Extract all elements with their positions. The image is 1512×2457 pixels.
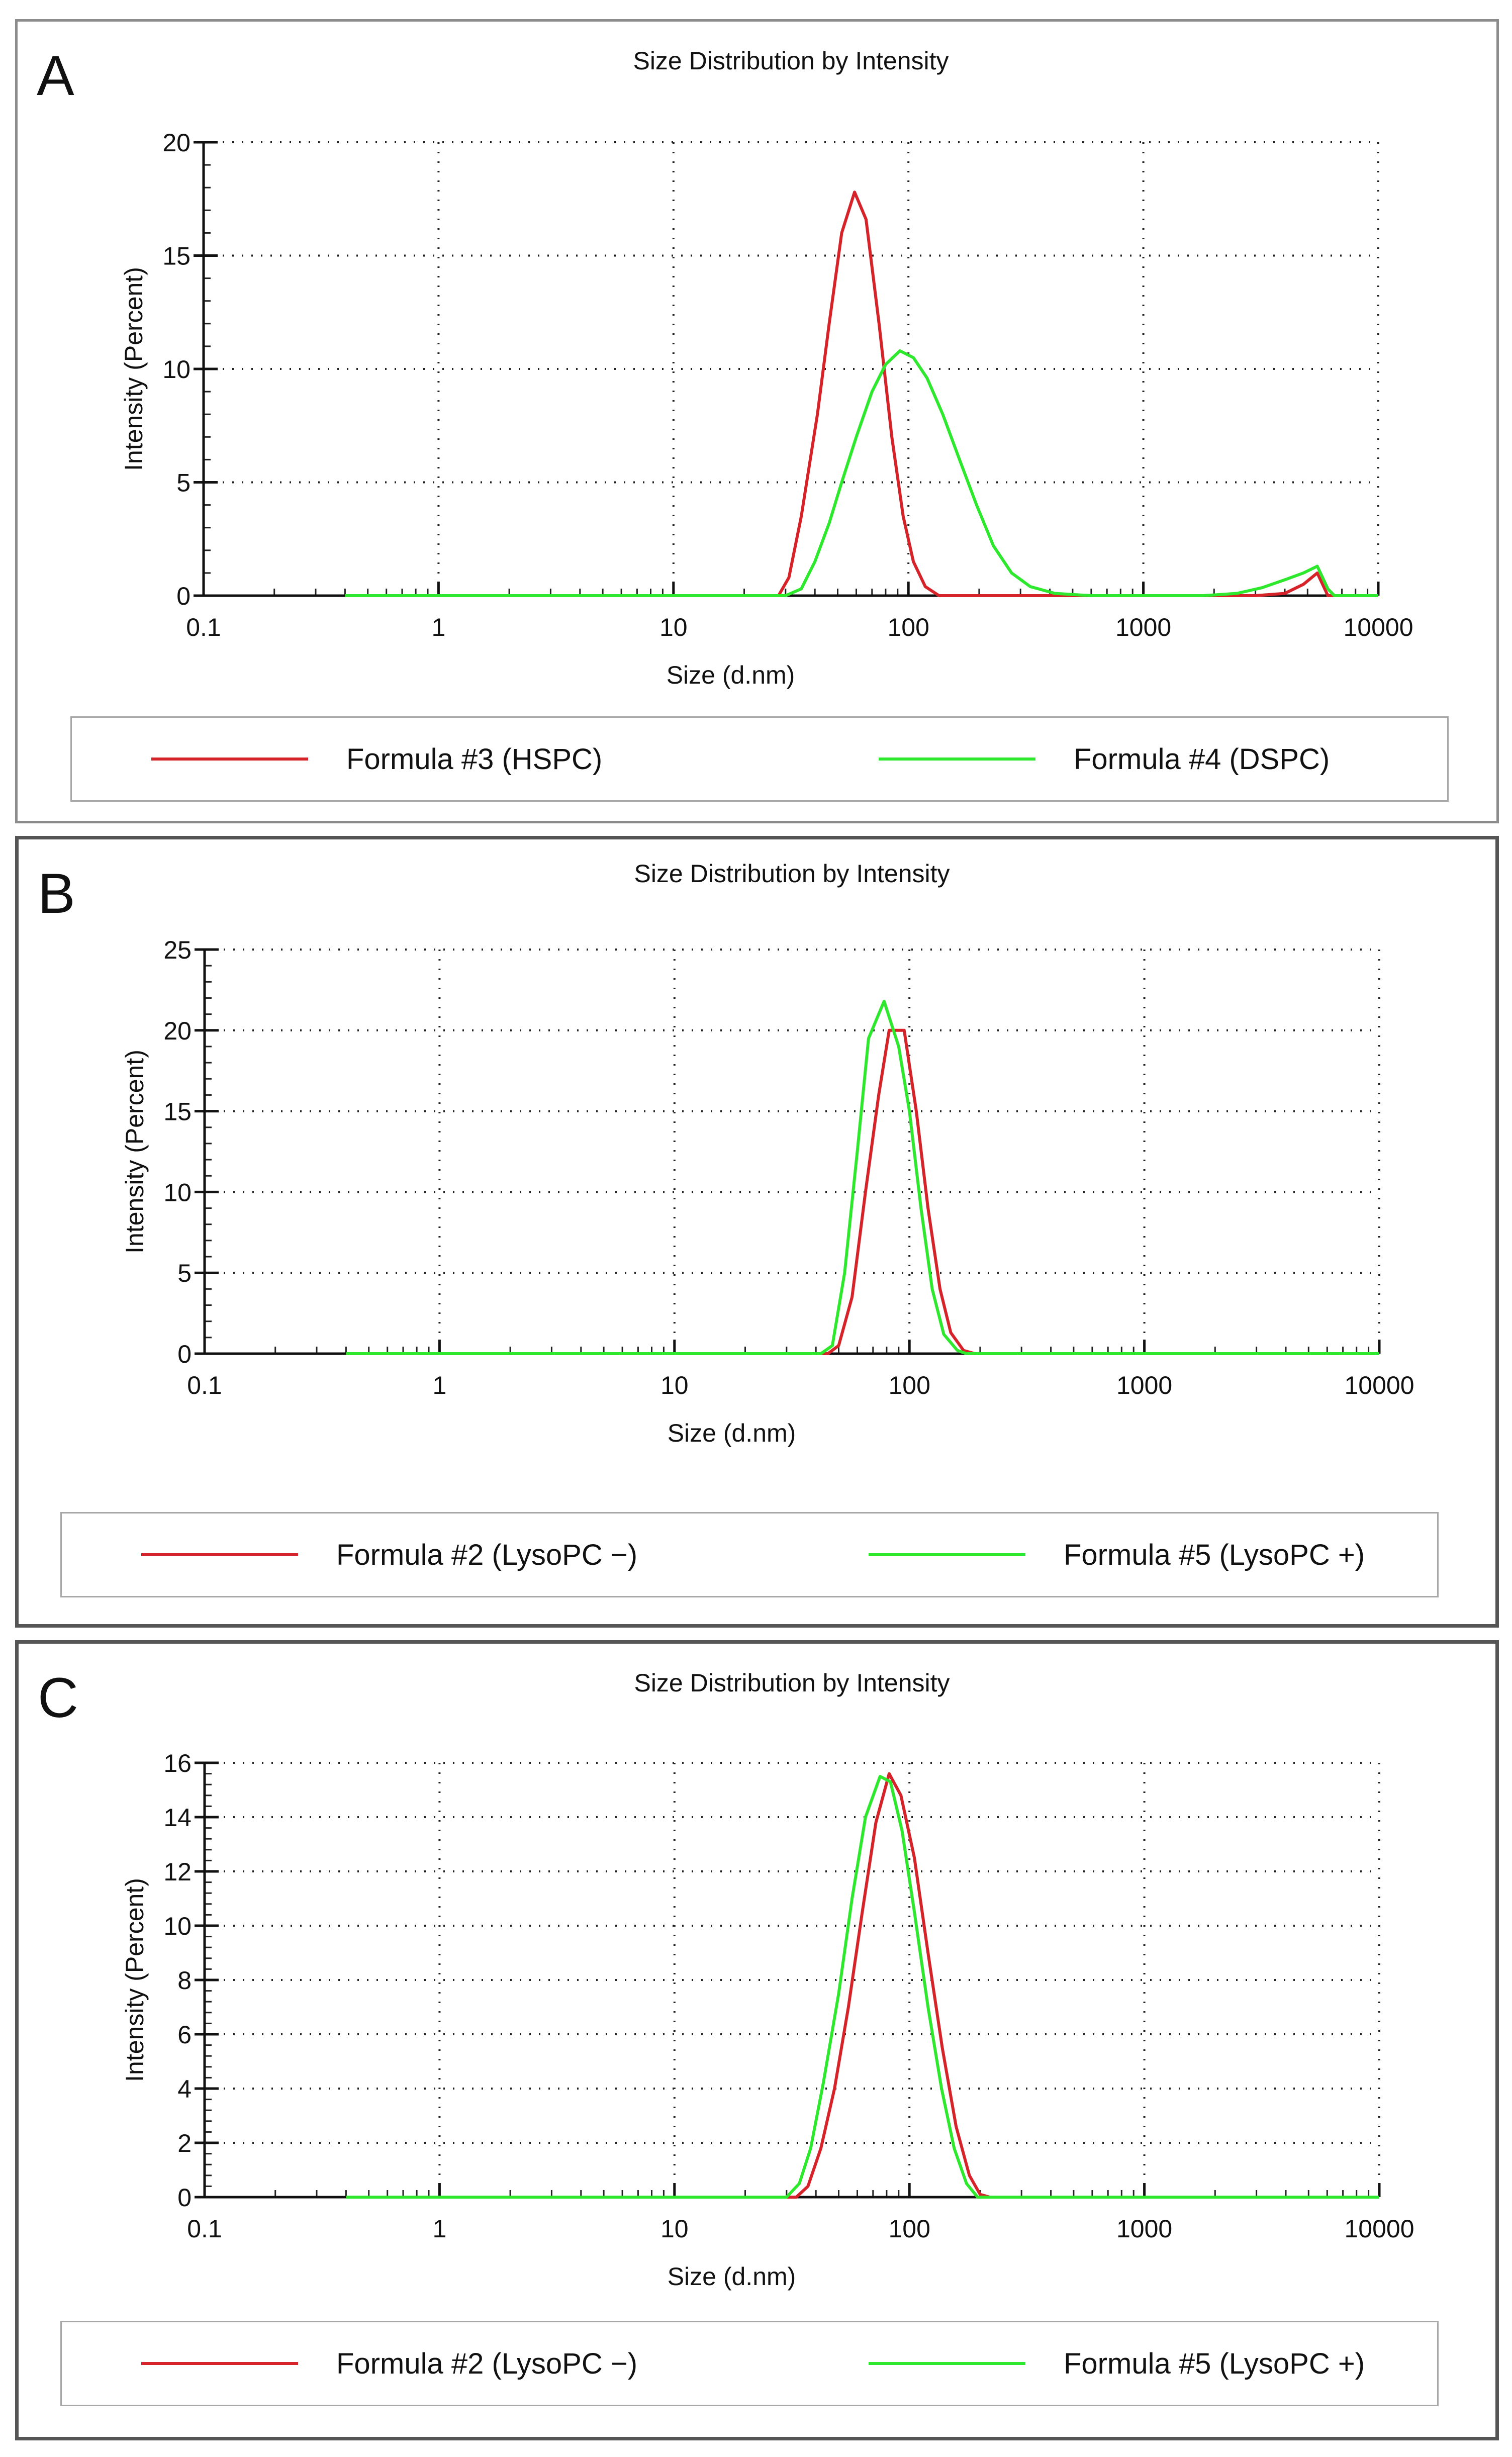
x-tick-label: 100	[888, 1371, 930, 1399]
x-tick-label: 10	[660, 2215, 689, 2243]
x-axis-label: Size (d.nm)	[668, 2262, 796, 2291]
y-axis-label: Intensity (Percent)	[120, 267, 148, 471]
legend-label: Formula #4 (DSPC)	[1074, 742, 1330, 776]
x-tick-label: 10	[660, 1371, 689, 1399]
y-tick-label: 25	[163, 936, 192, 964]
legend-label: Formula #5 (LysoPC +)	[1064, 1538, 1365, 1571]
panel-letter-c: C	[38, 1666, 78, 1729]
series-line	[346, 1028, 1379, 1355]
y-tick-label: 20	[163, 1017, 192, 1045]
legend-item-formula-5: Formula #5 (LysoPC +)	[869, 2322, 1365, 2405]
legend-item-formula-2: Formula #2 (LysoPC −)	[141, 1514, 637, 1596]
x-tick-label: 0.1	[186, 613, 221, 641]
series-line	[346, 1775, 1379, 2199]
chart-title: Size Distribution by Intensity	[634, 1669, 950, 1697]
panel-letter-a: A	[37, 44, 74, 107]
legend-item-formula-4: Formula #4 (DSPC)	[879, 718, 1330, 800]
y-tick-label: 14	[163, 1804, 192, 1832]
chart-title: Size Distribution by Intensity	[634, 860, 950, 888]
y-tick-label: 8	[177, 1966, 192, 1995]
y-tick-label: 16	[163, 1749, 192, 1777]
x-tick-label: 1000	[1116, 2215, 1172, 2243]
x-tick-label: 10	[659, 613, 688, 641]
y-tick-label: 10	[162, 355, 191, 384]
y-axis-label: Intensity (Percent)	[121, 1050, 149, 1254]
x-tick-label: 0.1	[187, 2215, 222, 2243]
legend-item-formula-2: Formula #2 (LysoPC −)	[141, 2322, 637, 2405]
x-tick-label: 0.1	[187, 1371, 222, 1399]
legend-swatch-red	[141, 2362, 298, 2365]
legend-swatch-green	[869, 1553, 1025, 1556]
x-tick-label: 1	[432, 1371, 446, 1399]
y-tick-label: 20	[162, 129, 191, 157]
legend-item-formula-5: Formula #5 (LysoPC +)	[869, 1514, 1365, 1596]
y-tick-label: 10	[163, 1178, 192, 1206]
y-tick-label: 2	[177, 2129, 192, 2157]
chart-title: Size Distribution by Intensity	[633, 47, 949, 75]
legend-swatch-green	[879, 758, 1035, 761]
legend-label: Formula #2 (LysoPC −)	[336, 1538, 638, 1571]
y-tick-label: 6	[177, 2021, 192, 2049]
series-line	[345, 191, 1378, 597]
x-tick-label: 100	[888, 2215, 930, 2243]
x-tick-label: 100	[887, 613, 929, 641]
y-tick-label: 0	[177, 2184, 192, 2212]
panel-b: B Size Distribution by Intensity 0.1 1 10 10…	[15, 836, 1499, 1628]
y-tick-label: 4	[177, 2075, 192, 2103]
x-tick-label: 10000	[1344, 2215, 1414, 2243]
y-tick-label: 15	[162, 242, 191, 270]
legend-item-formula-3: Formula #3 (HSPC)	[151, 718, 602, 800]
panel-a: A Size Distribution by Intensity 0.1 1 10 10…	[15, 19, 1499, 823]
x-axis-label: Size (d.nm)	[667, 661, 795, 689]
x-tick-label: 1000	[1116, 1371, 1172, 1399]
x-tick-label: 10000	[1343, 613, 1413, 641]
x-axis-label: Size (d.nm)	[668, 1419, 796, 1447]
legend-swatch-red	[141, 1553, 298, 1556]
legend-c: Formula #2 (LysoPC −) Formula #5 (LysoPC…	[60, 2321, 1439, 2406]
x-tick-label: 1	[432, 2215, 446, 2243]
legend-a: Formula #3 (HSPC) Formula #4 (DSPC)	[70, 716, 1449, 802]
series-line	[346, 1772, 1379, 2199]
legend-b: Formula #2 (LysoPC −) Formula #5 (LysoPC…	[60, 1512, 1439, 1597]
legend-swatch-red	[151, 758, 308, 761]
panel-letter-b: B	[38, 862, 75, 925]
legend-label: Formula #3 (HSPC)	[346, 742, 603, 776]
legend-label: Formula #2 (LysoPC −)	[336, 2347, 638, 2380]
y-tick-label: 5	[177, 1259, 192, 1287]
y-tick-label: 0	[176, 582, 191, 610]
panel-c: C Size Distribution by Intensity 0.1 1 10 10…	[15, 1640, 1499, 2440]
legend-swatch-green	[869, 2362, 1025, 2365]
y-tick-label: 5	[176, 469, 191, 497]
series-line	[346, 999, 1379, 1355]
x-tick-label: 1000	[1115, 613, 1171, 641]
y-tick-label: 15	[163, 1098, 192, 1126]
y-tick-label: 10	[163, 1912, 192, 1940]
legend-label: Formula #5 (LysoPC +)	[1064, 2347, 1365, 2380]
series-line	[345, 349, 1378, 597]
y-tick-label: 0	[177, 1340, 192, 1368]
y-tick-label: 12	[163, 1858, 192, 1886]
x-tick-label: 1	[431, 613, 445, 641]
x-tick-label: 10000	[1344, 1371, 1414, 1399]
y-axis-label: Intensity (Percent)	[121, 1878, 149, 2082]
